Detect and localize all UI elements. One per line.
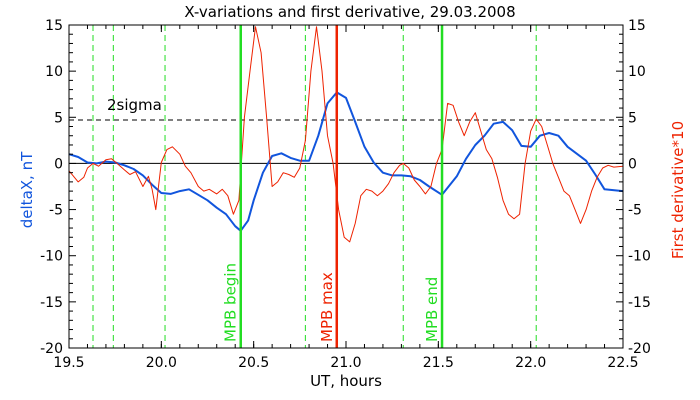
y-tick-label-left: 5 <box>54 110 63 126</box>
x-tick-label: 19.5 <box>53 355 84 371</box>
marker-label: MPB max <box>318 272 336 342</box>
x-tick-label: 22.5 <box>607 355 638 371</box>
axis-ticks: 19.5 20.0 20.5 21.0 21.5 22.0 22.5-20-15-10-50… <box>40 18 651 371</box>
marker-label: MPB begin <box>222 263 240 342</box>
y-tick-label-left: -15 <box>40 295 63 311</box>
y-tick-label-left: -5 <box>49 203 63 219</box>
y-tick-label-left: 0 <box>54 156 63 172</box>
threshold-label: 2sigma <box>107 96 162 114</box>
marker-label: MPB end <box>423 277 441 342</box>
y-axis-label-right: First derivative*10 <box>669 121 687 259</box>
marker-lines: MPB begin MPB max MPB end <box>222 25 444 348</box>
y-tick-label-left: 10 <box>45 64 63 80</box>
y-tick-label-left: -10 <box>40 249 63 265</box>
x-tick-label: 22.0 <box>515 355 546 371</box>
y-tick-label-right: 15 <box>628 18 646 34</box>
chart-title: X-variations and first derivative, 29.03… <box>184 3 515 21</box>
x-tick-label: 21.0 <box>330 355 361 371</box>
y-tick-label-right: 5 <box>628 110 637 126</box>
series-lines <box>68 26 624 243</box>
guide-lines <box>69 25 623 348</box>
y-tick-label-right: -15 <box>628 295 651 311</box>
y-axis-label-left: deltaX, nT <box>18 151 36 228</box>
y-tick-label-right: 0 <box>628 156 637 172</box>
x-axis-label: UT, hours <box>310 372 382 390</box>
y-tick-label-right: -20 <box>628 341 651 357</box>
y-tick-label-right: -10 <box>628 249 651 265</box>
x-tick-label: 20.0 <box>146 355 177 371</box>
derivative-series-line <box>68 26 624 243</box>
y-tick-label-left: 15 <box>45 18 63 34</box>
x-tick-label: 21.5 <box>423 355 454 371</box>
y-tick-label-right: 10 <box>628 64 646 80</box>
y-tick-label-left: -20 <box>40 341 63 357</box>
x-tick-label: 20.5 <box>238 355 269 371</box>
y-tick-label-right: -5 <box>628 203 642 219</box>
